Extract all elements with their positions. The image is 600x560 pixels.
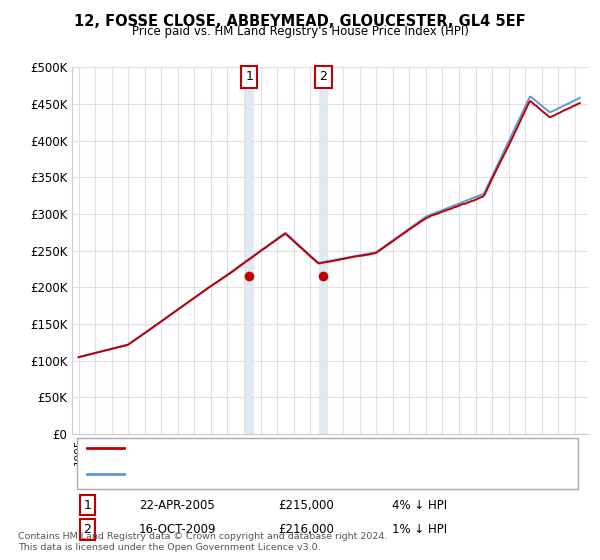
- Text: 22-APR-2005: 22-APR-2005: [139, 499, 215, 512]
- Text: HPI: Average price, detached house, Gloucester: HPI: Average price, detached house, Glou…: [134, 469, 395, 479]
- Bar: [319, 67, 328, 434]
- Text: 2: 2: [319, 70, 327, 83]
- Text: 12, FOSSE CLOSE, ABBEYMEAD, GLOUCESTER, GL4 5EF: 12, FOSSE CLOSE, ABBEYMEAD, GLOUCESTER, …: [74, 14, 526, 29]
- Text: 1: 1: [83, 499, 91, 512]
- Text: 4% ↓ HPI: 4% ↓ HPI: [392, 499, 447, 512]
- FancyBboxPatch shape: [77, 437, 578, 489]
- Text: 16-OCT-2009: 16-OCT-2009: [139, 523, 217, 536]
- Bar: [245, 67, 254, 434]
- Text: 1% ↓ HPI: 1% ↓ HPI: [392, 523, 447, 536]
- Text: 2: 2: [83, 523, 91, 536]
- Text: 12, FOSSE CLOSE, ABBEYMEAD, GLOUCESTER, GL4 5EF (detached house): 12, FOSSE CLOSE, ABBEYMEAD, GLOUCESTER, …: [134, 443, 536, 453]
- Text: £216,000: £216,000: [278, 523, 334, 536]
- Text: Price paid vs. HM Land Registry's House Price Index (HPI): Price paid vs. HM Land Registry's House …: [131, 25, 469, 38]
- Text: 1: 1: [245, 70, 253, 83]
- Text: £215,000: £215,000: [278, 499, 334, 512]
- Text: Contains HM Land Registry data © Crown copyright and database right 2024.
This d: Contains HM Land Registry data © Crown c…: [18, 532, 388, 552]
